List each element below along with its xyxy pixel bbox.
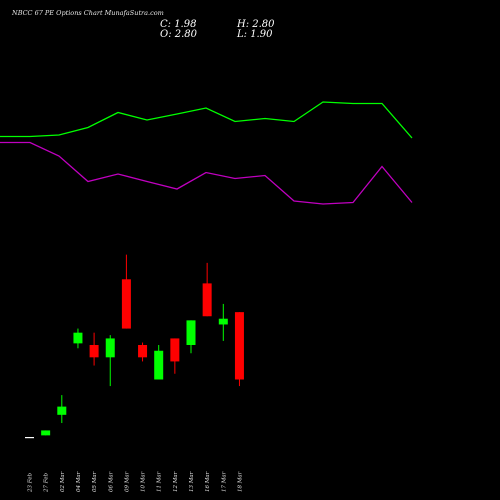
x-tick-label: 16 Mar	[205, 471, 211, 492]
series-line-1	[0, 101, 413, 139]
candle-body	[170, 338, 180, 362]
x-tick-label: 06 Mar	[108, 471, 114, 492]
x-tick-label: 04 Mar	[76, 471, 82, 492]
candle-body	[138, 345, 148, 358]
candle-body	[89, 345, 99, 358]
x-tick-label: 05 Mar	[92, 471, 98, 492]
candle-body	[154, 350, 164, 380]
x-tick-label: 12 Mar	[173, 471, 179, 492]
x-tick-label: 27 Feb	[44, 472, 50, 493]
candle-body	[105, 338, 115, 358]
high-value: H: 2.80	[237, 19, 275, 30]
candle-body	[186, 320, 196, 345]
low-value: L: 1.90	[237, 29, 273, 40]
candle-body	[73, 332, 83, 344]
chart-title: NBCC 67 PE Options Chart MunafaSutra.com	[12, 9, 164, 17]
candle-body	[202, 283, 212, 317]
candle-body	[57, 406, 67, 415]
x-tick-label: 02 Mar	[60, 471, 66, 492]
x-tick-label: 17 Mar	[221, 471, 227, 492]
open-value: O: 2.80	[160, 29, 198, 40]
candle-body	[218, 318, 228, 325]
candle-body	[121, 279, 131, 329]
candle-body	[234, 312, 244, 380]
x-tick-label: 23 Feb	[28, 472, 34, 493]
series-line-2	[0, 141, 413, 205]
x-tick-label: 11 Mar	[157, 471, 163, 492]
close-value: C: 1.98	[160, 19, 197, 30]
x-tick-label: 10 Mar	[141, 471, 147, 492]
x-tick-label: 13 Mar	[189, 471, 195, 492]
candle-body	[41, 430, 51, 436]
x-tick-label: 09 Mar	[124, 471, 130, 492]
candle-body	[25, 437, 34, 439]
x-tick-label: 18 Mar	[237, 471, 243, 492]
